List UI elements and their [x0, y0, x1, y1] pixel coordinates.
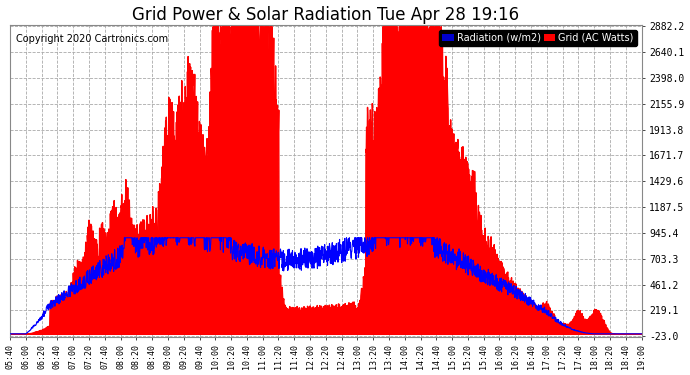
Title: Grid Power & Solar Radiation Tue Apr 28 19:16: Grid Power & Solar Radiation Tue Apr 28 …: [132, 6, 520, 24]
Text: Copyright 2020 Cartronics.com: Copyright 2020 Cartronics.com: [17, 34, 168, 45]
Legend: Radiation (w/m2), Grid (AC Watts): Radiation (w/m2), Grid (AC Watts): [440, 30, 637, 46]
